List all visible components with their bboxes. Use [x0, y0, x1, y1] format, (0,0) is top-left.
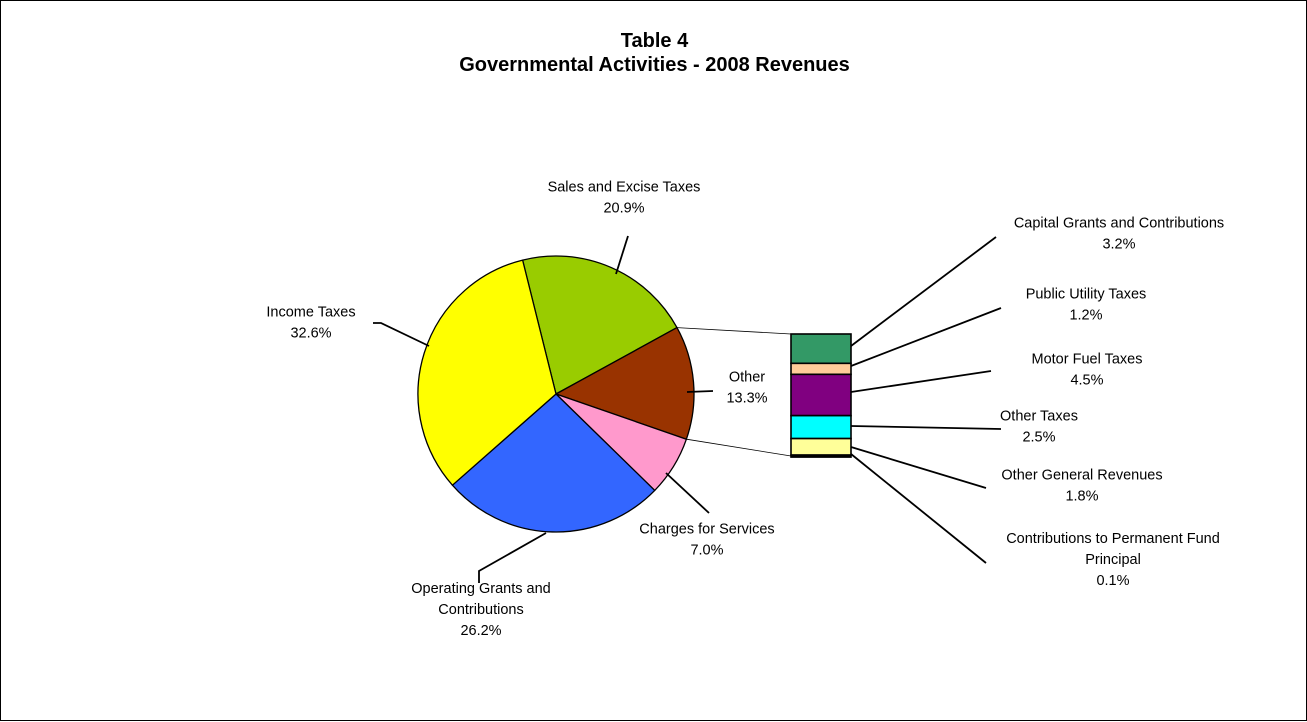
pie-slice-sales-and-excise-taxes — [521, 255, 678, 395]
bar-segment-capital-grants-and-contributions — [790, 333, 852, 365]
pie-label-text-operating-grants-and-contributions: Contributions — [438, 602, 523, 618]
bar-segment-motor-fuel-taxes — [790, 373, 852, 417]
pie-label-text-income-taxes: Income Taxes — [266, 305, 355, 321]
leader-line-other-taxes — [850, 425, 1002, 430]
bar-label-value-motor-fuel-taxes: 4.5% — [1070, 373, 1103, 389]
leader-line-operating-grants-and-contributions — [478, 532, 547, 583]
leader-line-other — [686, 390, 714, 393]
bar-segment-other-taxes — [790, 414, 852, 440]
bar-label-text-public-utility-taxes: Public Utility Taxes — [1026, 287, 1147, 303]
connector-line-bottom — [686, 438, 792, 457]
bar-segment-public-utility-taxes — [790, 362, 852, 376]
leader-line-charges-for-services — [665, 472, 710, 514]
bar-label-text-contributions-to-permanent-fund-principal: Contributions to Permanent Fund — [1006, 531, 1220, 547]
leader-line-sales-and-excise-taxes — [615, 235, 629, 275]
bar-label-text-motor-fuel-taxes: Motor Fuel Taxes — [1032, 352, 1143, 368]
pie-label-value-sales-and-excise-taxes: 20.9% — [603, 201, 644, 217]
chart-title-line-1: Table 4 — [620, 30, 689, 52]
bar-label-value-capital-grants-and-contributions: 3.2% — [1102, 237, 1135, 253]
chart-title: Table 4 Governmental Activities - 2008 R… — [1, 29, 1307, 77]
pie-label-value-other: 13.3% — [726, 391, 767, 407]
bar-label-text-other-taxes: Other Taxes — [1000, 409, 1078, 425]
pie-label-text-charges-for-services: Charges for Services — [639, 522, 774, 538]
leader-line-other-general-revenues — [850, 446, 987, 489]
bar-label-value-other-general-revenues: 1.8% — [1065, 489, 1098, 505]
leader-line-capital-grants-and-contributions — [850, 236, 997, 347]
pie-label-value-charges-for-services: 7.0% — [690, 543, 723, 559]
leader-line-contributions-to-permanent-fund-principal — [850, 453, 987, 564]
bar-segment-other-general-revenues — [790, 437, 852, 456]
bar-label-value-contributions-to-permanent-fund-principal: 0.1% — [1096, 573, 1129, 589]
pie-label-value-income-taxes: 32.6% — [290, 326, 331, 342]
bar-label-text-other-general-revenues: Other General Revenues — [1001, 468, 1162, 484]
pie-label-text-operating-grants-and-contributions: Operating Grants and — [411, 581, 550, 597]
bar-label-value-public-utility-taxes: 1.2% — [1069, 308, 1102, 324]
pie-label-text-sales-and-excise-taxes: Sales and Excise Taxes — [548, 180, 701, 196]
bar-label-text-contributions-to-permanent-fund-principal: Principal — [1085, 552, 1141, 568]
pie-slice-income-taxes — [417, 259, 557, 486]
connector-line-top — [676, 327, 792, 335]
pie-label-text-other: Other — [729, 370, 765, 386]
leader-line-public-utility-taxes — [850, 307, 1002, 367]
pie-label-value-operating-grants-and-contributions: 26.2% — [460, 623, 501, 639]
leader-line-motor-fuel-taxes — [850, 370, 992, 393]
chart-title-line-2: Governmental Activities - 2008 Revenues — [459, 54, 850, 76]
pie-slice-operating-grants-and-contributions — [451, 393, 656, 533]
leader-line-income-taxes — [373, 322, 430, 347]
pie-slice-other — [555, 326, 695, 440]
bar-label-text-capital-grants-and-contributions: Capital Grants and Contributions — [1014, 216, 1224, 232]
bar-label-value-other-taxes: 2.5% — [1022, 430, 1055, 446]
bar-segment-contributions-to-permanent-fund-principal — [790, 454, 852, 458]
